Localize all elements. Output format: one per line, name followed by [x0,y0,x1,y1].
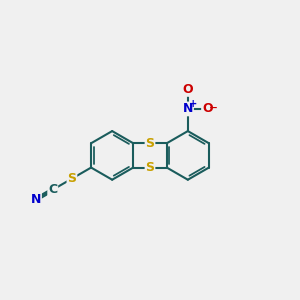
Text: O: O [202,102,213,116]
Text: N: N [31,193,41,206]
Text: S: S [68,172,76,185]
Text: C: C [48,183,57,196]
Text: S: S [146,161,154,174]
Text: S: S [146,137,154,150]
Text: −: − [209,103,218,112]
Text: O: O [182,83,193,96]
Text: N: N [183,102,193,116]
Text: +: + [189,98,197,109]
